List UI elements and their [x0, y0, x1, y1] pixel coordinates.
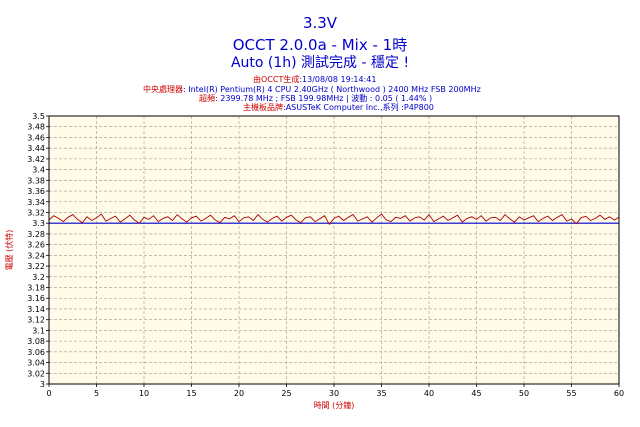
x-tick-label: 25 [281, 389, 291, 398]
y-tick-label: 3.5 [32, 112, 45, 121]
chart-title: 3.3V [302, 14, 338, 32]
y-tick-label: 3.4 [32, 166, 45, 175]
x-tick-label: 0 [46, 389, 51, 398]
y-tick-label: 3 [40, 380, 45, 389]
y-tick-label: 3.44 [27, 144, 45, 153]
x-axis-label: 時間 (分鐘) [314, 400, 355, 410]
y-tick-label: 3.32 [27, 208, 45, 217]
y-tick-label: 3.2 [32, 273, 45, 282]
y-axis-label: 電壓 (伏特) [4, 230, 14, 271]
y-tick-label: 3.24 [27, 251, 45, 260]
x-axis: 0 5 10 15 20 25 30 35 40 45 50 55 60 [46, 384, 624, 398]
x-tick-label: 30 [329, 389, 339, 398]
info-motherboard-label: 主機板品牌 [243, 103, 283, 112]
x-tick-label: 55 [566, 389, 576, 398]
grid [49, 116, 619, 384]
y-axis: 3 3.023.04 3.06 3.08 3.13.12 3.14 3.163.18 3.2 3… [27, 112, 49, 389]
y-tick-label: 3.12 [27, 316, 45, 325]
plot-area [49, 116, 619, 384]
info-cpu-label: 中央處理器 [143, 85, 183, 94]
series-line-3v3 [48, 213, 620, 226]
info-generated: 由OCCT生成:13/08/08 19:14:41 [253, 74, 376, 85]
y-tick-label: 3.18 [27, 284, 45, 293]
y-tick-label: 3.02 [27, 369, 45, 378]
y-tick-label: 3.36 [27, 187, 45, 196]
y-tick-label: 3.08 [27, 337, 45, 346]
y-tick-label: 3.22 [27, 262, 45, 271]
y-tick-label: 3.04 [27, 359, 45, 368]
y-tick-label: 3.42 [27, 155, 45, 164]
y-tick-label: 3.06 [27, 348, 45, 357]
x-tick-label: 20 [234, 389, 244, 398]
info-overclock-label: 超頻 [199, 94, 215, 103]
y-tick-label: 3.16 [27, 294, 45, 303]
y-tick-label: 3.1 [32, 326, 45, 335]
x-tick-label: 10 [139, 389, 149, 398]
y-tick-label: 3.14 [27, 305, 45, 314]
y-tick-label: 3.26 [27, 241, 45, 250]
x-tick-label: 5 [94, 389, 99, 398]
y-tick-label: 3.38 [27, 176, 45, 185]
info-generated-label: 由OCCT生成 [253, 75, 300, 84]
y-tick-label: 3.34 [27, 198, 45, 207]
x-tick-label: 40 [424, 389, 434, 398]
y-tick-label: 3.48 [27, 123, 45, 132]
info-generated-value: :13/08/08 19:14:41 [299, 75, 377, 84]
x-tick-label: 15 [186, 389, 196, 398]
plot-frame [48, 115, 620, 385]
info-overclock-value: : 2399.78 MHz ; FSB 199.98MHz | 波動 : 0.0… [215, 94, 433, 103]
info-cpu-value: : Intel(R) Pentium(R) 4 CPU 2.40GHz ( No… [183, 85, 481, 94]
chart-subtitle: OCCT 2.0.0a - Mix - 1時 [232, 36, 408, 54]
info-motherboard-value: :ASUSTeK Computer Inc.,系列 :P4P800 [283, 103, 434, 112]
info-overclock: 超頻: 2399.78 MHz ; FSB 199.98MHz | 波動 : 0… [199, 93, 432, 104]
info-cpu: 中央處理器: Intel(R) Pentium(R) 4 CPU 2.40GHz… [143, 84, 481, 95]
x-tick-label: 50 [519, 389, 529, 398]
x-tick-label: 35 [376, 389, 386, 398]
x-tick-label: 60 [614, 389, 624, 398]
info-motherboard: 主機板品牌:ASUSTeK Computer Inc.,系列 :P4P800 [243, 102, 434, 113]
x-tick-label: 45 [471, 389, 481, 398]
test-status: Auto (1h) 測試完成 - 穩定 ! [230, 55, 410, 71]
y-tick-label: 3.28 [27, 230, 45, 239]
y-tick-label: 3.46 [27, 133, 45, 142]
y-tick-label: 3.3 [32, 219, 45, 228]
